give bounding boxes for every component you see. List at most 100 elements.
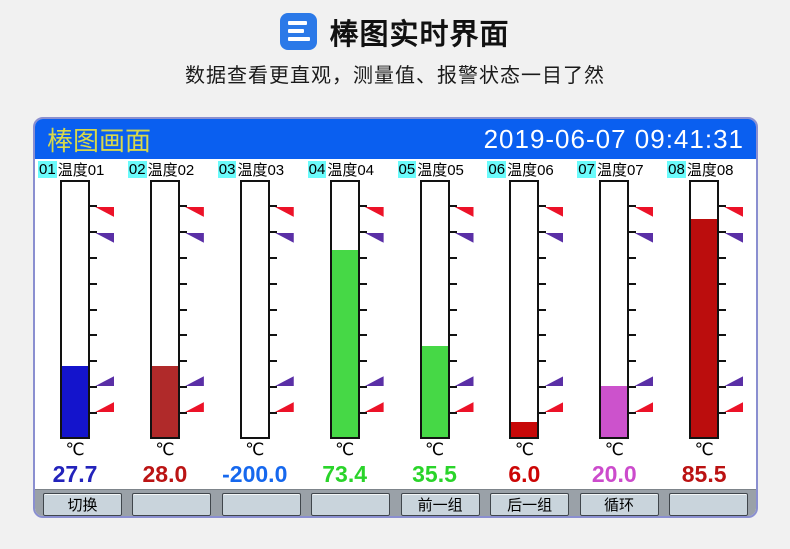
scale-tick (179, 230, 187, 233)
channel-label: 05 温度05 (396, 159, 486, 180)
scale-tick (449, 256, 457, 259)
scale-tick (719, 386, 727, 389)
bar-outline (329, 180, 360, 439)
channel-label: 08 温度08 (665, 159, 755, 180)
scale-tick (449, 282, 457, 285)
channel-label: 02 温度02 (126, 159, 216, 180)
scale-tick (179, 308, 187, 311)
scale-tick (629, 230, 637, 233)
channel-name: 温度02 (147, 162, 195, 179)
scale-tick (539, 204, 547, 207)
scale-tick (539, 334, 547, 337)
scale-tick (90, 386, 97, 389)
low-low-alarm-flag-icon (95, 402, 114, 413)
soft-key-blank-3[interactable] (221, 492, 301, 516)
scale-tick (269, 282, 277, 285)
scale-tick (269, 386, 277, 389)
scale-tick (179, 282, 187, 285)
high-high-alarm-flag-icon (544, 206, 564, 217)
bar-outline (599, 180, 630, 439)
bar-fill (421, 346, 448, 437)
channel-label: 01 温度01 (36, 159, 126, 180)
scale-tick (269, 230, 277, 233)
scale-tick (269, 308, 277, 311)
high-high-alarm-flag-icon (454, 206, 474, 217)
low-alarm-flag-icon (544, 376, 564, 387)
three-lines-icon (280, 13, 318, 50)
scale-tick (449, 386, 457, 389)
bar-wrap (126, 180, 216, 439)
soft-key-前一组[interactable]: 前一组 (400, 492, 480, 516)
low-low-alarm-flag-icon (634, 402, 654, 413)
channel-number: 06 (487, 161, 507, 178)
bar-outline (149, 180, 180, 439)
scale-tick (269, 360, 277, 363)
channel-value: -200.0 (222, 461, 288, 487)
low-alarm-flag-icon (634, 376, 654, 387)
page-title: 棒图实时界面 (329, 18, 510, 51)
channel-number: 02 (127, 161, 147, 178)
scale-tick (90, 360, 97, 363)
scale-tick (179, 412, 187, 415)
bar-wrap (665, 180, 755, 439)
scale-tick (359, 412, 367, 415)
high-alarm-flag-icon (95, 232, 114, 243)
soft-key-blank-2[interactable] (132, 492, 212, 516)
gauge-channel: 06 温度06 ℃ 6.0 (485, 159, 575, 489)
screen-datetime: 2019-06-07 09:41:31 (483, 123, 744, 154)
scale-tick (269, 334, 277, 337)
scale-tick (359, 282, 367, 285)
soft-key-blank-4[interactable] (311, 492, 391, 516)
high-alarm-flag-icon (724, 232, 744, 243)
gauge-channel: 04 温度04 ℃ 73.4 (306, 159, 396, 489)
bar-wrap (36, 180, 126, 439)
channel-name: 温度05 (417, 162, 464, 179)
channel-value: 20.0 (591, 461, 637, 487)
channel-name: 温度03 (237, 162, 285, 179)
bar-wrap (306, 180, 396, 439)
scale-tick (539, 412, 547, 415)
channel-number: 03 (217, 161, 237, 178)
scale-tick (539, 256, 547, 259)
scale-tick (179, 386, 187, 389)
scale-tick (90, 282, 97, 285)
channel-number: 04 (307, 161, 327, 178)
channel-unit: ℃ (335, 440, 355, 459)
scale-tick (449, 308, 457, 311)
gauge-channel: 01 温度01 ℃ 27.7 (36, 159, 126, 489)
gauge-channel: 05 温度05 ℃ 35.5 (396, 159, 486, 489)
soft-key-循环[interactable]: 循环 (579, 492, 659, 516)
gauge-channel: 03 温度03 ℃ -200.0 (216, 159, 306, 489)
scale-tick (629, 360, 637, 363)
low-low-alarm-flag-icon (454, 402, 474, 413)
screen-title: 棒图画面 (47, 125, 152, 156)
soft-key-blank-8[interactable] (668, 492, 748, 516)
scale-tick (179, 204, 187, 207)
channel-unit: ℃ (604, 440, 624, 459)
bar-fill (62, 366, 88, 437)
channel-value: 28.0 (142, 461, 188, 487)
channel-name: 温度08 (686, 162, 734, 179)
scale-tick (629, 386, 637, 389)
channel-number: 07 (577, 161, 596, 178)
scale-tick (179, 334, 187, 337)
scale-tick (629, 334, 637, 337)
channel-name: 温度07 (596, 162, 644, 179)
soft-key-切换[interactable]: 切换 (43, 492, 122, 516)
scale-tick (449, 360, 457, 363)
scale-tick (90, 334, 97, 337)
channel-label: 03 温度03 (216, 159, 306, 180)
soft-key-后一组[interactable]: 后一组 (490, 492, 570, 516)
scale-tick (719, 308, 727, 311)
scale-tick (629, 282, 637, 285)
channel-name: 温度04 (327, 162, 374, 179)
low-alarm-flag-icon (454, 376, 474, 387)
scale-tick (629, 256, 637, 259)
high-alarm-flag-icon (454, 232, 474, 243)
bar-wrap (485, 180, 575, 439)
screen-header: 棒图画面 2019-06-07 09:41:31 (35, 119, 756, 159)
gauge-channel: 08 温度08 ℃ 85.5 (665, 159, 755, 489)
channel-value: 27.7 (52, 461, 98, 487)
channel-label: 04 温度04 (306, 159, 396, 180)
bar-fill (511, 421, 538, 437)
